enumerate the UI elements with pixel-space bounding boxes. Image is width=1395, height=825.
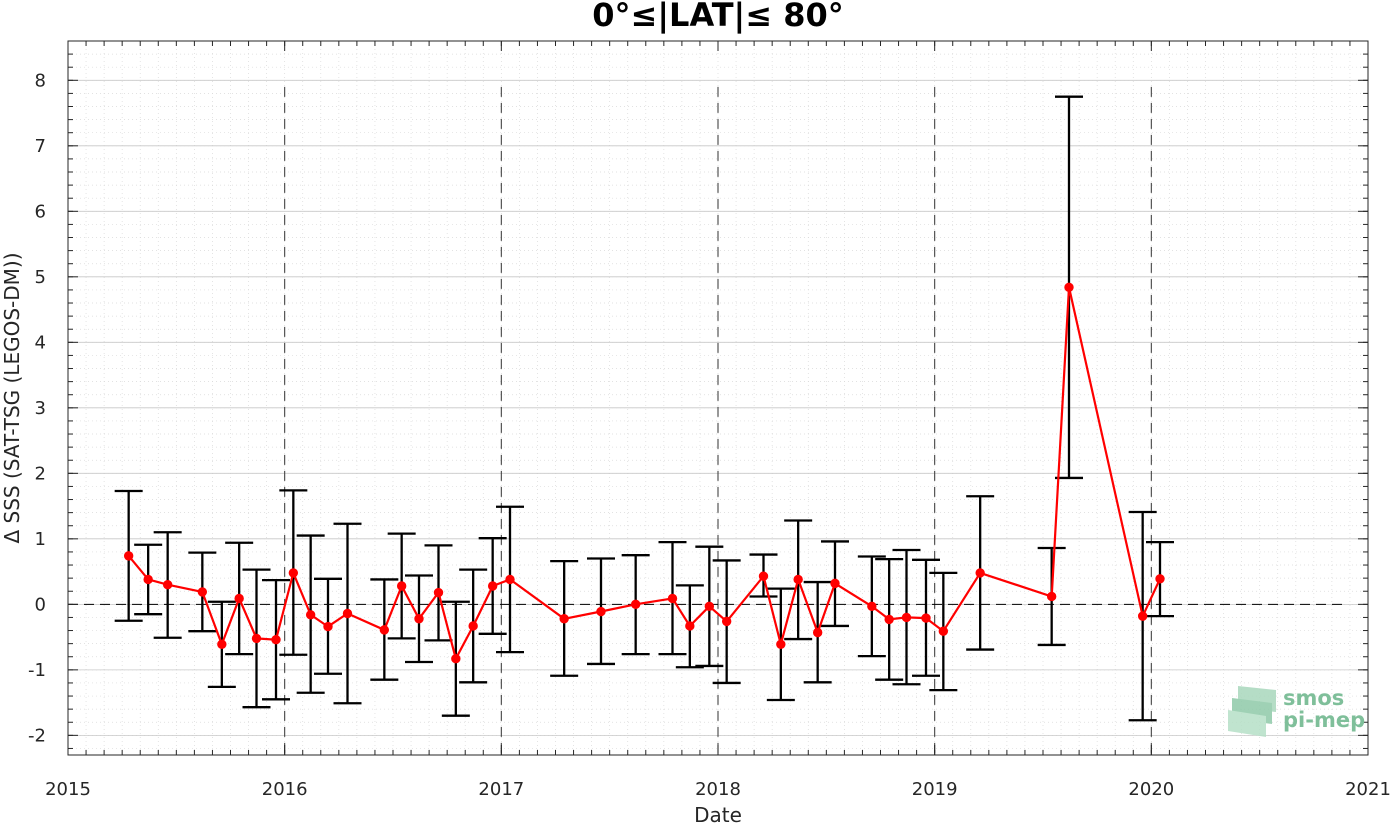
data-point [487, 581, 498, 591]
y-tick-label: 7 [35, 136, 46, 157]
y-tick-label: 2 [35, 463, 46, 484]
data-point [921, 613, 931, 623]
x-tick-labels: 2015 2016 2017 2018 2019 2020 2021 [45, 779, 1391, 800]
data-point [704, 601, 715, 612]
y-tick-label: 3 [35, 398, 46, 419]
data-point [793, 574, 803, 585]
x-tick-label: 2016 [262, 779, 308, 800]
chart-title: 0°≤|LAT|≤ 80° [592, 0, 843, 35]
logo-text-smos: smos [1283, 686, 1344, 710]
x-tick-label: 2018 [695, 779, 741, 800]
data-point [217, 639, 227, 649]
data-point [938, 626, 949, 636]
data-point [901, 612, 912, 623]
x-tick-label: 2015 [45, 779, 91, 800]
data-point [468, 621, 478, 631]
smos-pi-mep-logo: smos pi-mep [1228, 686, 1365, 737]
data-point [884, 614, 894, 625]
data-point [667, 593, 678, 604]
y-tick-label: 1 [35, 529, 46, 550]
data-point [1064, 282, 1074, 292]
data-point [685, 621, 695, 631]
data-point [143, 574, 153, 585]
y-tick-label: -1 [28, 660, 46, 681]
data-point [776, 639, 786, 649]
x-tick-label: 2017 [478, 779, 524, 800]
data-point [288, 568, 299, 578]
data-point [812, 627, 823, 638]
data-point [1137, 611, 1148, 621]
data-point [721, 616, 732, 627]
data-point [379, 625, 390, 635]
x-tick-label: 2019 [912, 779, 958, 800]
y-axis-label: Δ SSS (SAT-TSG (LEGOS-DM)) [0, 252, 24, 543]
data-point [271, 635, 281, 645]
data-point [630, 599, 641, 610]
data-point [505, 574, 515, 585]
logo-text-pi-mep: pi-mep [1283, 708, 1365, 732]
axis-ticks [67, 41, 1369, 755]
x-axis-label: Date [694, 803, 742, 825]
data-point [123, 551, 134, 561]
data-point [1046, 591, 1057, 602]
y-tick-label: -2 [28, 725, 46, 746]
data-point [451, 654, 461, 664]
data-point [758, 571, 769, 581]
y-tick-labels: -2 -1 0 1 2 3 4 5 6 7 8 [28, 70, 46, 746]
y-tick-label: 4 [35, 332, 46, 353]
data-point [251, 633, 262, 644]
data-point [975, 568, 985, 578]
series-markers [123, 282, 1165, 664]
data-point [234, 593, 244, 604]
data-point [433, 587, 444, 598]
y-tick-label: 5 [35, 267, 46, 288]
data-point [1155, 574, 1165, 584]
data-point [305, 610, 316, 620]
data-point [596, 606, 606, 617]
data-point [197, 587, 208, 597]
x-tick-label: 2021 [1345, 779, 1391, 800]
x-tick-label: 2020 [1128, 779, 1174, 800]
data-point [867, 601, 877, 612]
y-tick-label: 8 [35, 70, 46, 91]
data-point [559, 614, 569, 624]
data-point [414, 614, 424, 624]
plot-frame [67, 40, 1369, 756]
y-tick-label: 0 [35, 594, 46, 615]
data-point [323, 621, 333, 632]
data-point [830, 578, 840, 589]
logo-wave-icon [1228, 686, 1276, 737]
y-tick-label: 6 [35, 201, 46, 222]
data-point [162, 579, 173, 590]
data-point [396, 581, 407, 591]
data-point [342, 608, 353, 619]
